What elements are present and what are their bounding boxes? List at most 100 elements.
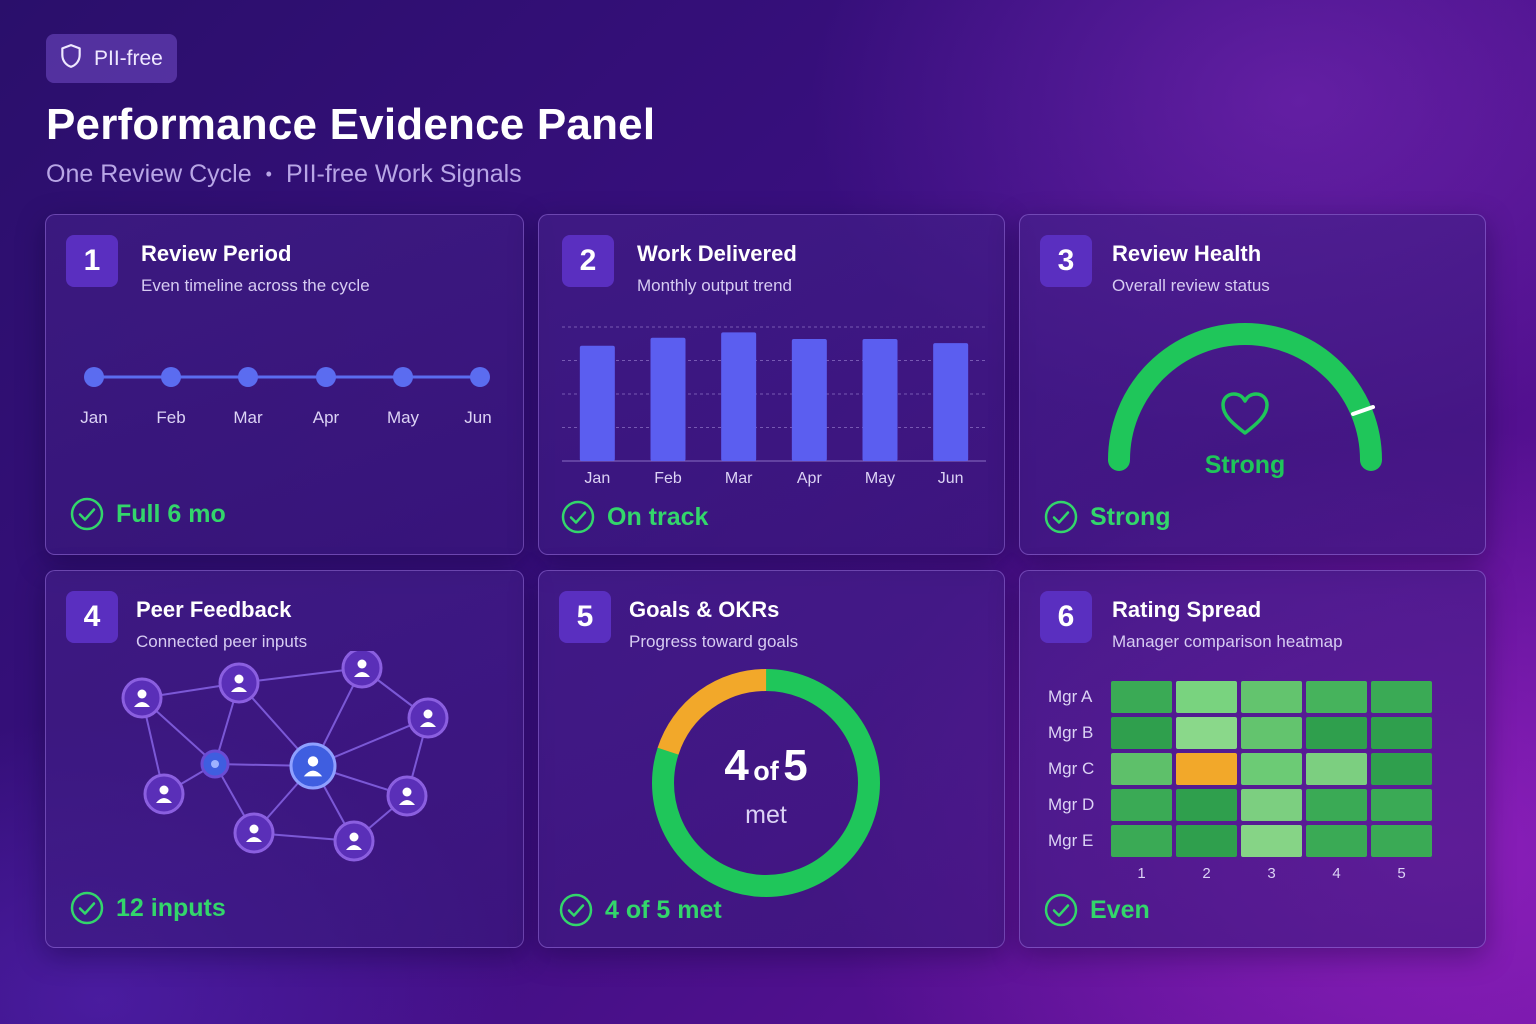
user-icon-body	[156, 798, 172, 803]
subtitle-separator: •	[265, 164, 272, 184]
card-work-delivered[interactable]: 2 Work Delivered Monthly output trend Ja…	[538, 214, 1005, 555]
x-tick-label: Jun	[938, 470, 964, 487]
donut-caption: met	[745, 801, 787, 829]
user-icon	[137, 689, 147, 699]
heatmap-row-label: Mgr B	[1048, 723, 1094, 742]
heatmap-cell	[1111, 717, 1172, 749]
heart-icon	[1220, 391, 1270, 442]
status-label: On track	[607, 502, 709, 531]
peer-node	[121, 677, 163, 719]
x-tick-label: Feb	[654, 470, 682, 487]
bar	[933, 343, 969, 461]
bar	[791, 339, 827, 461]
heatmap-cell	[1176, 789, 1237, 821]
bar	[650, 337, 686, 461]
status-row: 4 of 5 met	[559, 893, 722, 927]
status-row: Strong	[1044, 500, 1171, 534]
check-circle-icon	[70, 891, 104, 925]
peer-node	[386, 775, 428, 817]
timeline-point	[393, 367, 413, 387]
status-row: 12 inputs	[70, 891, 226, 925]
user-icon-body	[354, 672, 370, 677]
badge-label: PII-free	[94, 46, 163, 70]
card-number: 1	[66, 235, 118, 287]
status-row: Even	[1044, 893, 1150, 927]
status-row: Full 6 mo	[70, 497, 226, 531]
heatmap-row-label: Mgr E	[1048, 831, 1094, 850]
x-tick-label: Apr	[797, 470, 823, 487]
user-icon-body	[399, 800, 415, 805]
gauge-marker	[1351, 405, 1375, 416]
status-label: 12 inputs	[116, 893, 226, 922]
donut-met-count: 4	[724, 741, 749, 790]
subtitle-left: One Review Cycle	[46, 160, 252, 188]
heatmap-cell	[1111, 789, 1172, 821]
user-icon	[357, 659, 367, 669]
peer-node-focal	[289, 742, 337, 790]
card-title: Rating Spread	[1112, 597, 1262, 622]
card-number: 4	[66, 591, 118, 643]
heatmap-row-label: Mgr A	[1048, 687, 1093, 706]
timeline-point	[161, 367, 181, 387]
subtitle-right: PII-free Work Signals	[285, 160, 522, 188]
check-circle-icon	[561, 500, 595, 534]
card-subtitle: Monthly output trend	[637, 276, 792, 295]
goals-donut	[652, 669, 880, 897]
heatmap-cell	[1111, 681, 1172, 713]
card-subtitle: Even timeline across the cycle	[141, 276, 370, 295]
donut-total: 5	[783, 741, 808, 790]
bar	[862, 339, 898, 461]
user-icon-body	[303, 770, 323, 777]
check-circle-icon	[1044, 893, 1078, 927]
health-gauge	[1108, 323, 1382, 471]
shield-icon	[58, 43, 84, 74]
heatmap-cell	[1306, 717, 1367, 749]
card-review-period[interactable]: 1 Review Period Even timeline across the…	[45, 214, 524, 555]
bar	[579, 345, 615, 461]
bar	[721, 332, 757, 461]
page-subtitle: One Review Cycle • PII-free Work Signals	[46, 160, 522, 189]
timeline	[84, 367, 490, 387]
card-subtitle: Manager comparison heatmap	[1112, 632, 1343, 651]
timeline-point	[470, 367, 490, 387]
card-subtitle: Overall review status	[1112, 276, 1270, 295]
peer-node	[333, 820, 375, 862]
bar-chart: Jan Feb Mar Apr May Jun	[562, 326, 986, 487]
peer-node	[143, 773, 185, 815]
heatmap-cell	[1241, 753, 1302, 785]
heatmap-cell	[1111, 825, 1172, 857]
peer-node	[407, 697, 449, 739]
user-icon	[249, 824, 259, 834]
x-tick-label: Mar	[725, 470, 753, 487]
card-title: Review Period	[141, 241, 292, 266]
timeline-month: Jan	[80, 408, 108, 427]
user-icon-body	[420, 722, 436, 727]
x-tick-label: May	[865, 470, 895, 487]
hub-dot	[211, 760, 219, 768]
card-goals-okrs[interactable]: 5 Goals & OKRs Progress toward goals 4 o…	[538, 570, 1005, 948]
timeline-point	[316, 367, 336, 387]
heatmap-cell	[1371, 717, 1432, 749]
timeline-month: May	[386, 408, 420, 427]
status-label: Strong	[1090, 502, 1171, 531]
status-label: 4 of 5 met	[605, 895, 722, 924]
card-subtitle: Progress toward goals	[629, 632, 799, 651]
heatmap-cell	[1306, 753, 1367, 785]
card-peer-feedback[interactable]: 4 Peer Feedback Connected peer inputs 12…	[45, 570, 524, 948]
user-icon	[234, 674, 244, 684]
heatmap-cell	[1371, 825, 1432, 857]
card-title: Work Delivered	[637, 241, 797, 266]
timeline-month: Feb	[156, 408, 186, 427]
card-review-health[interactable]: 3 Review Health Overall review status St…	[1019, 214, 1486, 555]
card-rating-spread[interactable]: 6 Rating Spread Manager comparison heatm…	[1019, 570, 1486, 948]
timeline-month: Mar	[233, 408, 263, 427]
status-row: On track	[561, 500, 708, 534]
card-title: Review Health	[1112, 241, 1262, 266]
heatmap-cell	[1111, 753, 1172, 785]
peer-node	[341, 651, 383, 689]
heatmap-cell	[1371, 681, 1432, 713]
x-tick-label: Jan	[584, 470, 610, 487]
heatmap-cell	[1306, 825, 1367, 857]
heatmap-cell	[1176, 825, 1237, 857]
user-icon-body	[134, 702, 150, 707]
